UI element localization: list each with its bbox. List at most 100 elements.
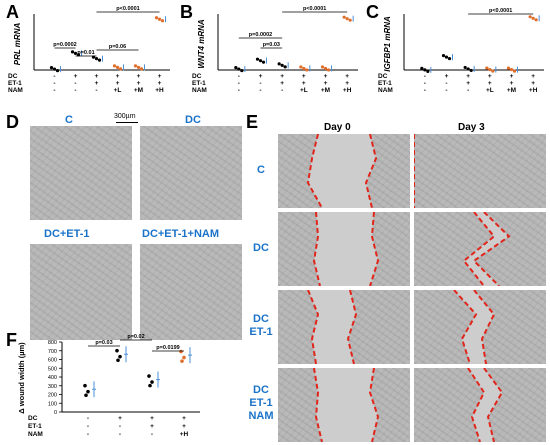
data-point	[326, 68, 331, 72]
condition-mark: +	[95, 80, 99, 87]
data-point	[534, 18, 538, 22]
panel-d: C 300µm DC DC+ET-1 DC+ET-1+NAM	[30, 112, 242, 342]
data-point	[485, 66, 489, 70]
condition-mark: -	[424, 80, 426, 87]
wound-edge-right	[346, 290, 358, 364]
row-label: NAM	[8, 87, 23, 94]
panel-e-row-label: C	[257, 164, 265, 176]
scale-bar-label: 300µm	[114, 113, 136, 120]
data-point	[342, 15, 346, 19]
row-label: ET-1	[192, 80, 206, 87]
wound-edge-left	[307, 290, 320, 364]
wound-edge-right	[369, 212, 380, 286]
condition-mark: -	[87, 415, 89, 422]
wound-edge-right	[483, 368, 504, 442]
wound-area	[314, 368, 378, 442]
wound-area	[308, 134, 376, 208]
data-point	[447, 56, 452, 61]
condition-mark: +	[158, 73, 162, 80]
y-tick-label: 300	[48, 384, 57, 390]
data-point	[148, 383, 152, 388]
wound-edge-left	[462, 212, 496, 286]
scale-bar	[116, 122, 138, 123]
condition-mark: +	[324, 80, 328, 87]
condition-mark: +	[466, 80, 470, 87]
condition-mark: +M	[321, 87, 330, 94]
row-label: DC	[192, 73, 202, 80]
condition-mark: +	[302, 80, 306, 87]
condition-mark: +	[116, 73, 120, 80]
p-value-label: p=0.0002	[53, 42, 76, 48]
p-value-label: p=0.06	[109, 44, 126, 50]
row-label: ET-1	[28, 423, 42, 430]
row-label: ET-1	[8, 80, 22, 87]
wound-area	[308, 290, 356, 364]
condition-mark: -	[238, 80, 240, 87]
condition-mark: +	[137, 80, 141, 87]
data-point	[240, 68, 244, 73]
wound-edge-overlay	[453, 290, 496, 364]
condition-mark: +M	[507, 87, 516, 94]
panel-d-label-dc-et1: DC+ET-1	[44, 228, 90, 240]
row-label: NAM	[192, 87, 207, 94]
condition-mark: +	[182, 415, 186, 422]
data-point	[348, 18, 352, 22]
y-tick-label: 100	[48, 401, 57, 407]
data-point	[299, 65, 303, 69]
panel-label-f: F	[6, 330, 17, 350]
data-point	[70, 50, 75, 54]
condition-mark: -	[53, 87, 55, 94]
y-axis-label: PRL mRNA	[13, 23, 22, 66]
condition-mark: -	[151, 431, 153, 438]
condition-mark: +M	[134, 87, 143, 94]
data-point	[463, 65, 467, 70]
condition-mark: +	[137, 73, 141, 80]
data-point	[52, 67, 57, 71]
wound-edge-right	[368, 368, 380, 442]
wound-image-day3	[414, 368, 546, 442]
condition-mark: +	[510, 73, 514, 80]
panel-label-d: D	[6, 112, 19, 132]
micrograph-dc-et1	[30, 244, 132, 340]
data-point	[118, 354, 122, 359]
condition-mark: +	[259, 73, 263, 80]
p-value-label: p<0.0001	[116, 6, 139, 12]
wound-edge-overlay	[462, 212, 511, 286]
data-point	[509, 67, 514, 72]
wound-edge-right	[472, 212, 511, 286]
p-value-label: p=0.03	[263, 42, 280, 48]
wound-edge-left	[312, 212, 321, 286]
condition-mark: +H	[180, 431, 189, 438]
data-point	[55, 69, 60, 73]
condition-mark: +	[280, 73, 284, 80]
data-point	[86, 389, 90, 394]
y-tick-label: 500	[48, 366, 57, 372]
y-tick-label: 700	[48, 349, 57, 355]
data-point	[255, 57, 260, 61]
wound-image-day0	[278, 134, 410, 208]
data-point	[305, 68, 309, 72]
condition-mark: +	[488, 73, 492, 80]
panel-e: Day 0 Day 3 C DC DC ET-1 DC ET-1 NAM	[246, 112, 550, 445]
data-point	[420, 66, 424, 70]
condition-mark: -	[424, 87, 426, 94]
p-value-label: p=0.03	[95, 340, 112, 346]
panel-e-row-label: DC	[253, 242, 269, 254]
condition-mark: +H	[343, 87, 352, 94]
data-point	[423, 68, 427, 72]
row-label: DC	[378, 73, 388, 80]
row-label: DC	[8, 73, 18, 80]
data-point	[139, 67, 144, 71]
y-tick-label: 800	[48, 340, 57, 346]
condition-mark: -	[424, 73, 426, 80]
condition-mark: +	[531, 73, 535, 80]
wound-edge-left	[306, 134, 323, 208]
condition-mark: +	[466, 73, 470, 80]
condition-mark: -	[445, 80, 447, 87]
wound-image-day0	[278, 368, 410, 442]
data-point	[133, 64, 138, 68]
condition-mark: +	[488, 80, 492, 87]
data-point	[528, 15, 532, 19]
wound-area	[468, 368, 502, 442]
